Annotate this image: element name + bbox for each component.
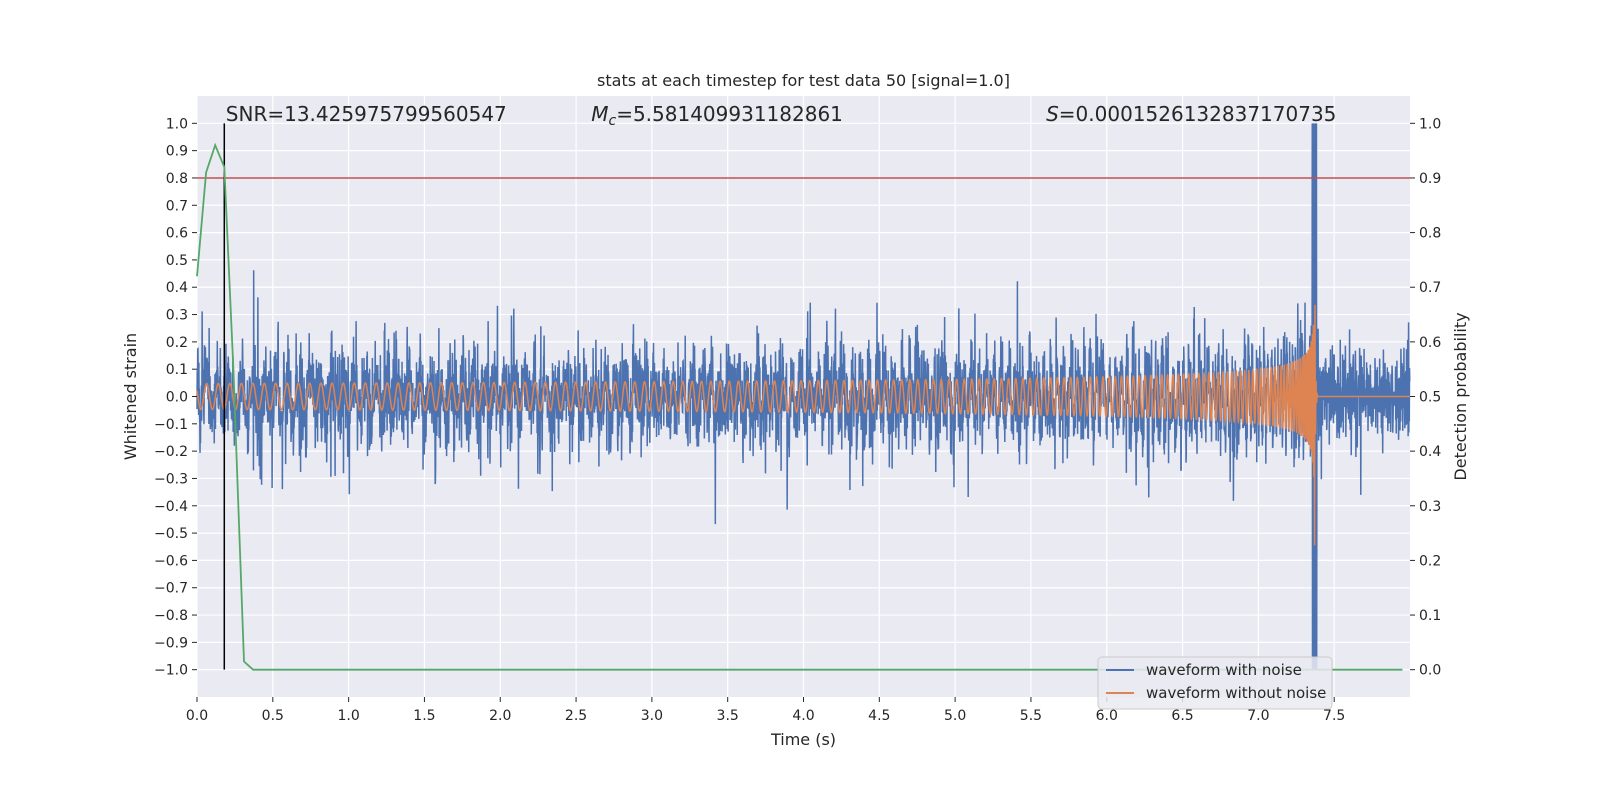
x-tick-label: 2.0 (489, 708, 511, 724)
y-right-tick-label: 0.9 (1419, 171, 1441, 187)
legend-label-waveform-with-noise: waveform with noise (1146, 661, 1302, 679)
y-right-tick-label: 1.0 (1419, 116, 1441, 132)
x-tick-label: 7.0 (1247, 708, 1269, 724)
y-left-tick-label: −0.5 (154, 526, 188, 542)
y-left-tick-label: 0.3 (166, 308, 188, 324)
y-right-tick-label: 0.8 (1419, 226, 1441, 242)
y-left-tick-label: 0.9 (166, 144, 188, 160)
y-left-tick-label: −0.9 (154, 635, 188, 651)
y-right-tick-label: 0.6 (1419, 335, 1441, 351)
x-tick-label: 1.0 (337, 708, 359, 724)
y-left-tick-label: −0.6 (154, 553, 188, 569)
y-left-tick-label: −0.4 (154, 499, 188, 515)
y-right-tick-label: 0.2 (1419, 553, 1441, 569)
y-left-tick-label: −0.7 (154, 581, 188, 597)
y-left-tick-label: 0.6 (166, 226, 188, 242)
y-left-tick-label: −0.8 (154, 608, 188, 624)
y-left-tick-label: 0.2 (166, 335, 188, 351)
y-left-tick-label: −0.3 (154, 471, 188, 487)
s-value: =0.0001526132837170735 (1059, 102, 1337, 126)
chirp-mass-annotation: Mc=5.581409931182861 (591, 102, 843, 129)
y-left-tick-label: −1.0 (154, 663, 188, 679)
x-tick-label: 0.5 (262, 708, 284, 724)
x-tick-label: 4.5 (868, 708, 890, 724)
chirp-mass-value: =5.581409931182861 (616, 102, 843, 126)
y-left-tick-label: 0.1 (166, 362, 188, 378)
y-left-tick-label: −0.1 (154, 417, 188, 433)
y-left-tick-label: 0.5 (166, 253, 188, 269)
s-symbol: S (1046, 102, 1059, 126)
series-line-waveform-without-noise (196, 304, 1410, 546)
x-tick-label: 3.5 (717, 708, 739, 724)
x-tick-label: 0.0 (186, 708, 208, 724)
snr-annotation: SNR=13.425975799560547 (226, 102, 507, 126)
x-tick-label: 1.5 (413, 708, 435, 724)
y-left-tick-label: 0.4 (166, 280, 188, 296)
y-left-tick-label: 1.0 (166, 116, 188, 132)
legend-label-waveform-without-noise: waveform without noise (1146, 684, 1326, 702)
x-tick-label: 3.0 (641, 708, 663, 724)
x-tick-label: 5.5 (1020, 708, 1042, 724)
x-tick-label: 5.0 (944, 708, 966, 724)
legend-box (1097, 656, 1333, 710)
y-axis-label-right: Detection probability (1451, 312, 1470, 480)
x-tick-label: 4.0 (792, 708, 814, 724)
x-tick-label: 2.5 (565, 708, 587, 724)
y-right-tick-label: 0.3 (1419, 499, 1441, 515)
y-right-tick-label: 0.0 (1419, 663, 1441, 679)
legend: waveform with noise waveform without noi… (1097, 656, 1333, 710)
y-right-tick-label: 0.5 (1419, 390, 1441, 406)
chirp-mass-subscript: c (608, 113, 616, 129)
x-tick-label: 6.5 (1171, 708, 1193, 724)
series-waveform-without-noise (196, 304, 1410, 546)
x-tick-label: 6.0 (1096, 708, 1118, 724)
y-left-tick-label: 0.0 (166, 390, 188, 406)
x-tick-label: 7.5 (1323, 708, 1345, 724)
chirp-mass-symbol: M (591, 102, 608, 126)
y-left-tick-label: −0.2 (154, 444, 188, 460)
y-right-tick-label: 0.7 (1419, 280, 1441, 296)
x-axis-label: Time (s) (770, 730, 836, 749)
s-annotation: S=0.0001526132837170735 (1046, 102, 1336, 126)
ticks: 0.0 0.5 1.0 1.5 2.0 2.5 3.0 3.5 4.0 4.5 5.0 5.5 6.0 6… (154, 116, 1441, 724)
y-right-tick-label: 0.1 (1419, 608, 1441, 624)
y-right-tick-label: 0.4 (1419, 444, 1441, 460)
y-left-tick-label: 0.7 (166, 198, 188, 214)
y-left-tick-label: 0.8 (166, 171, 188, 187)
chart-title: stats at each timestep for test data 50 … (597, 71, 1010, 90)
y-axis-label-left: Whitened strain (121, 333, 140, 460)
